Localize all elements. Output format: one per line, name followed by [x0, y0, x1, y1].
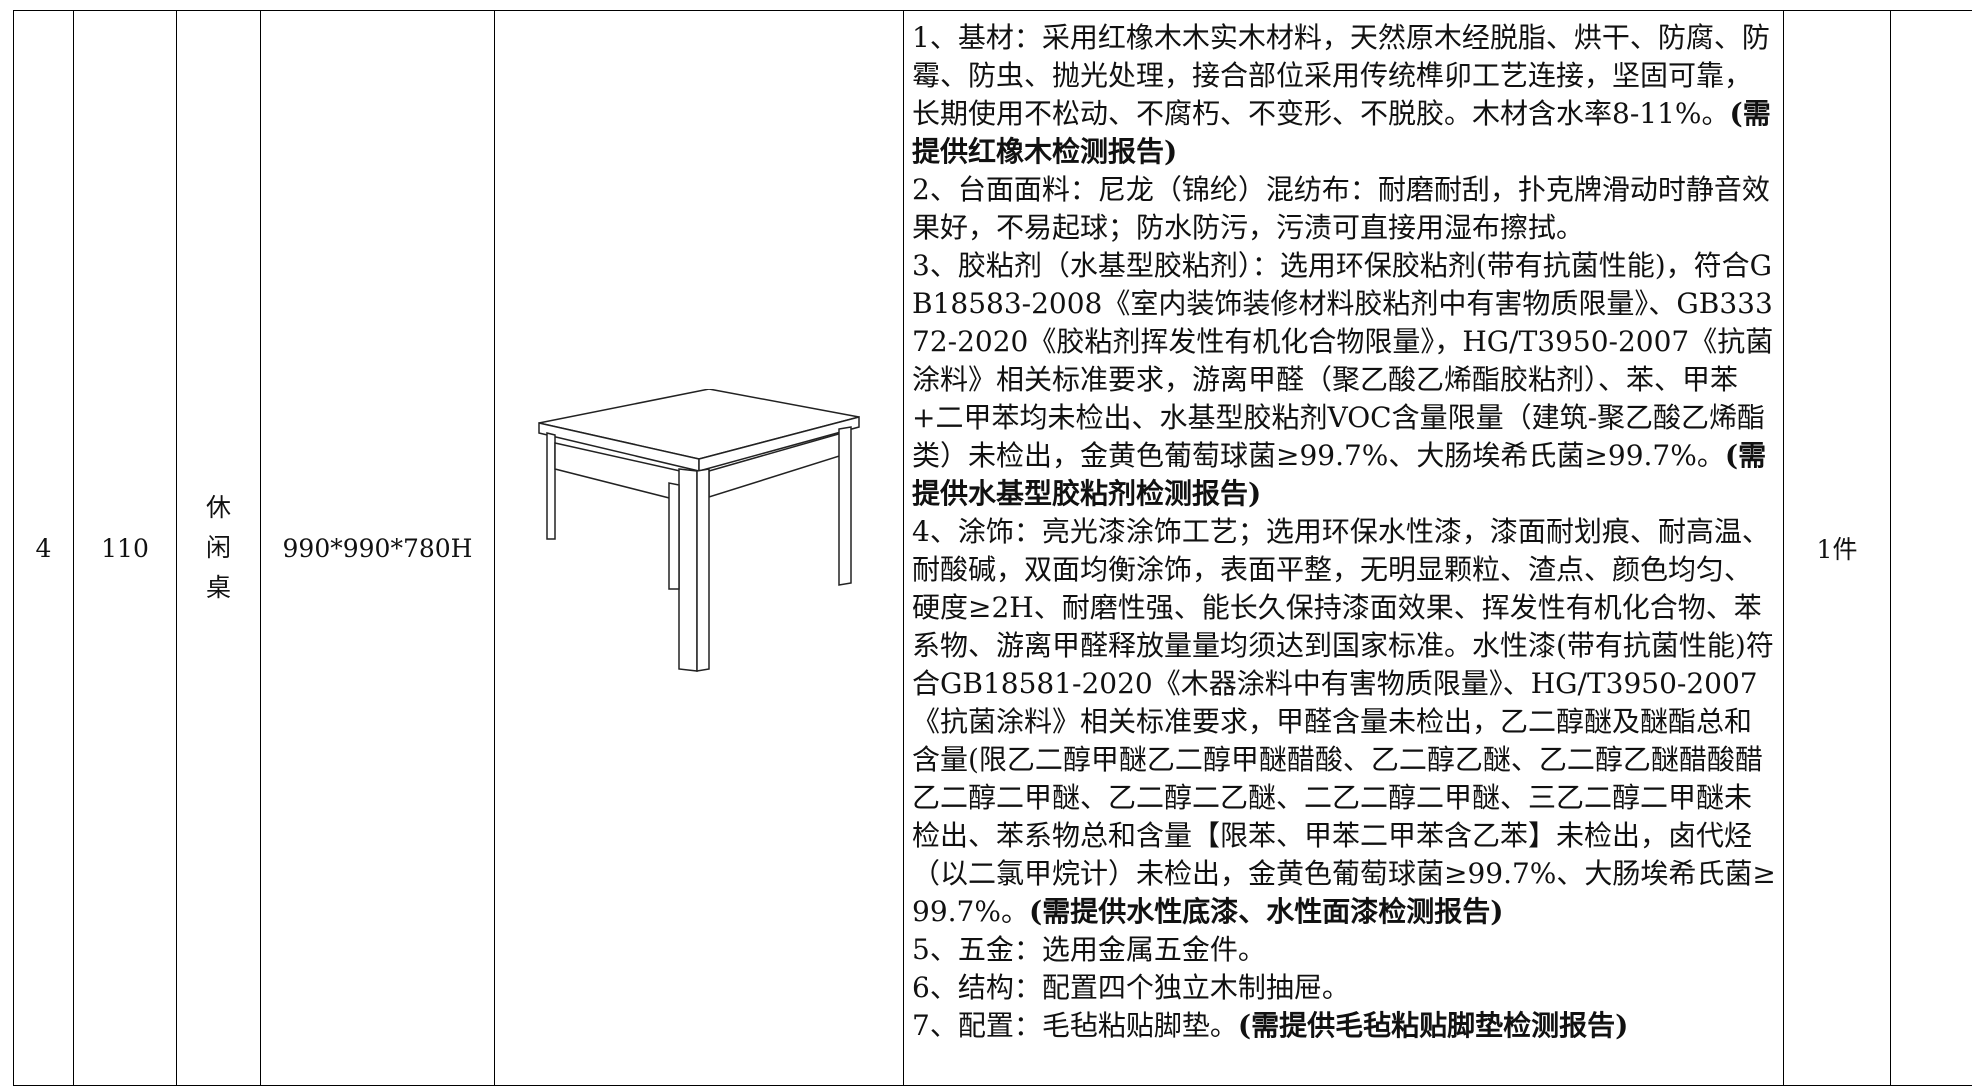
empty-cell: [1891, 11, 1972, 1086]
description-item: 2、台面面料：尼龙（锦纶）混纺布：耐磨耐刮，扑克牌滑动时静音效果好，不易起球；防…: [912, 171, 1777, 247]
item-image-cell: [495, 11, 904, 1086]
item-code: 110: [74, 11, 177, 1086]
item-name: 休闲桌: [177, 11, 261, 1086]
description-item: 7、配置：毛毡粘贴脚垫。(需提供毛毡粘贴脚垫检测报告): [912, 1007, 1777, 1045]
item-no: 4: [14, 11, 74, 1086]
table-row: 4 110 休闲桌 990*990*780H 1、基材：采用红橡木木实木材料，天…: [14, 11, 1972, 1086]
item-text: 5、五金：选用金属五金件。: [912, 933, 1266, 966]
item-qty: 1件: [1784, 11, 1891, 1086]
description-item: 4、涂饰：亮光漆涂饰工艺；选用环保水性漆，漆面耐划痕、耐高温、耐酸碱，双面均衡涂…: [912, 513, 1777, 931]
item-text: 4、涂饰：亮光漆涂饰工艺；选用环保水性漆，漆面耐划痕、耐高温、耐酸碱，双面均衡涂…: [912, 515, 1776, 928]
item-note: (需提供毛毡粘贴脚垫检测报告): [1238, 1009, 1629, 1042]
item-text: 1、基材：采用红橡木木实木材料，天然原木经脱脂、烘干、防腐、防霉、防虫、抛光处理…: [912, 21, 1770, 130]
item-note: (需提供水性底漆、水性面漆检测报告): [1029, 895, 1504, 928]
description-item: 1、基材：采用红橡木木实木材料，天然原木经脱脂、烘干、防腐、防霉、防虫、抛光处理…: [912, 19, 1777, 171]
table-illustration: [529, 389, 869, 679]
item-text: 6、结构：配置四个独立木制抽屉。: [912, 971, 1350, 1004]
spec-table: 4 110 休闲桌 990*990*780H 1、基材：采用红橡木木实木材料，天…: [13, 10, 1972, 1086]
description-item: 3、胶粘剂（水基型胶粘剂）：选用环保胶粘剂(带有抗菌性能)，符合GB18583-…: [912, 247, 1777, 513]
description-item: 5、五金：选用金属五金件。: [912, 931, 1777, 969]
item-text: 2、台面面料：尼龙（锦纶）混纺布：耐磨耐刮，扑克牌滑动时静音效果好，不易起球；防…: [912, 173, 1770, 244]
description-item: 6、结构：配置四个独立木制抽屉。: [912, 969, 1777, 1007]
item-text: 3、胶粘剂（水基型胶粘剂）：选用环保胶粘剂(带有抗菌性能)，符合GB18583-…: [912, 249, 1773, 472]
item-text: 7、配置：毛毡粘贴脚垫。: [912, 1009, 1238, 1042]
description: 1、基材：采用红橡木木实木材料，天然原木经脱脂、烘干、防腐、防霉、防虫、抛光处理…: [904, 11, 1784, 1086]
item-size: 990*990*780H: [261, 11, 495, 1086]
